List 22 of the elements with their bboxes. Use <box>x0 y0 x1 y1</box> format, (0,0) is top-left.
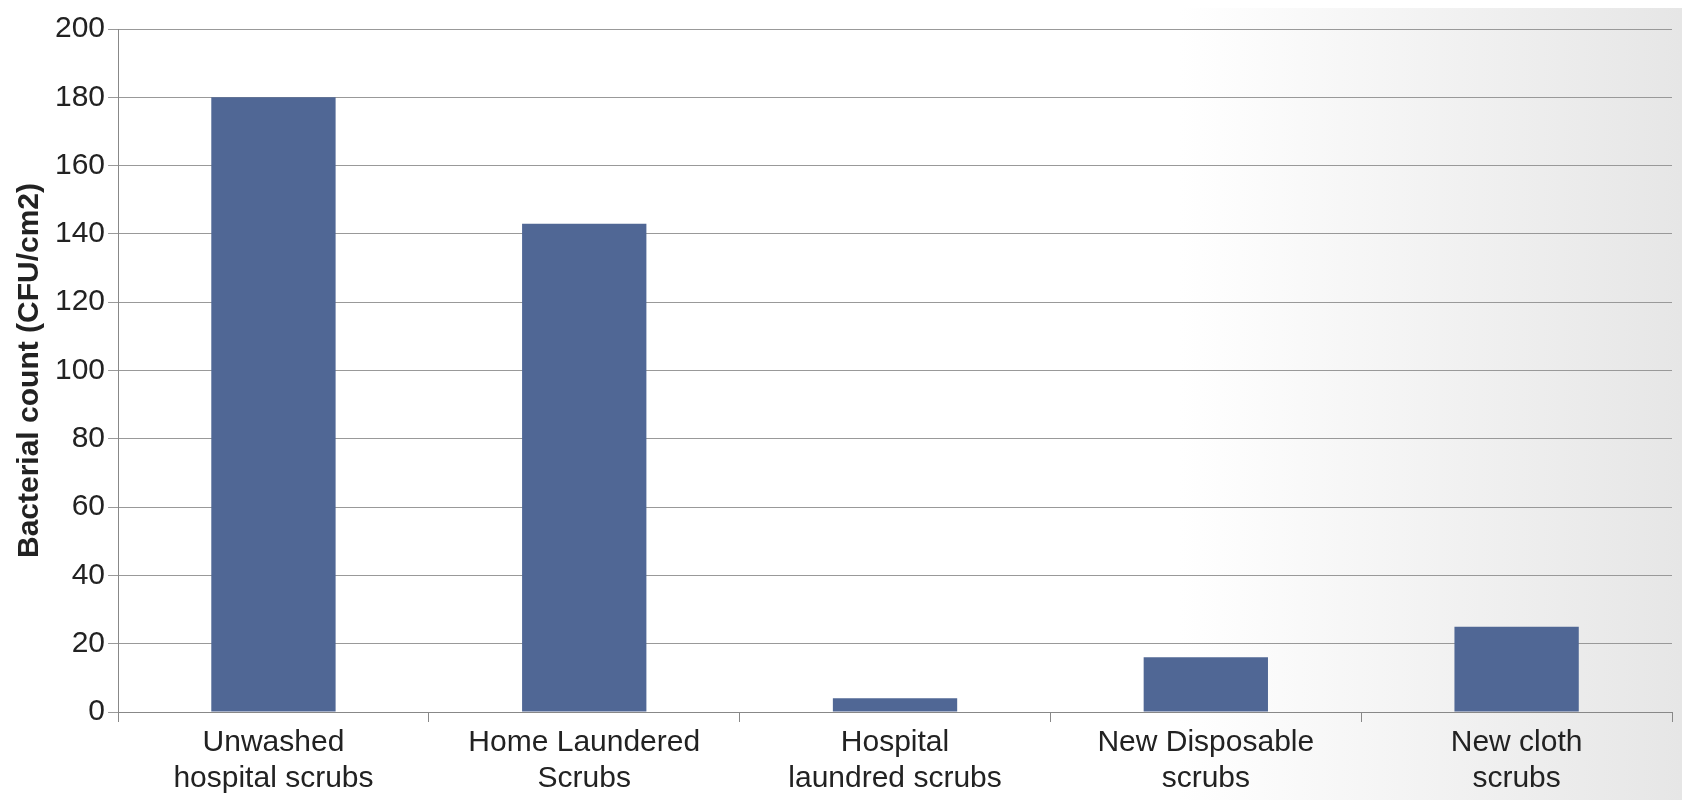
y-tick-label: 200 <box>54 10 106 44</box>
y-tick-label: 80 <box>71 420 106 454</box>
y-tick-label: 100 <box>54 351 106 385</box>
y-tick-label: 140 <box>54 215 106 249</box>
y-axis-title: Bacterial count (CFU/cm2) <box>11 182 45 559</box>
y-tick-label: 40 <box>71 556 106 590</box>
y-tick-label: 20 <box>71 624 106 658</box>
y-tick-label: 60 <box>71 488 106 522</box>
x-tick-label: New Disposable scrubs <box>1097 724 1315 794</box>
x-tick-label: Hospital laundred scrubs <box>788 724 1002 794</box>
y-tick-label: 160 <box>54 146 106 180</box>
bar <box>1143 657 1268 712</box>
y-tick-label: 0 <box>88 693 106 727</box>
bar <box>211 97 336 712</box>
x-tick-label: Home Laundered Scrubs <box>468 724 701 794</box>
bar <box>832 698 958 712</box>
x-tick-label: New cloth scrubs <box>1450 724 1583 794</box>
y-tick-label: 180 <box>54 78 106 112</box>
bar <box>522 223 647 712</box>
bar <box>1454 626 1579 712</box>
x-tick-label: Unwashed hospital scrubs <box>173 724 374 794</box>
y-tick-label: 120 <box>54 283 106 317</box>
